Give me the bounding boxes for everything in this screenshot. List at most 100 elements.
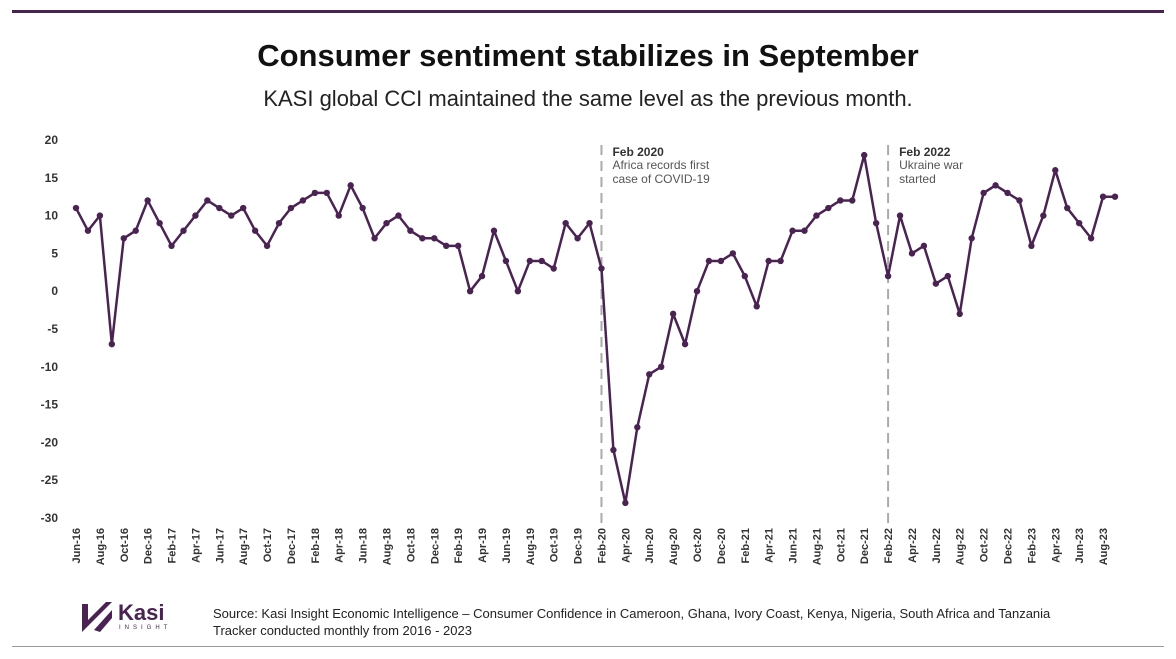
data-point — [837, 197, 844, 204]
x-tick-label: Aug-21 — [811, 528, 823, 565]
x-tick-label: Jun-20 — [644, 528, 656, 563]
data-point — [669, 310, 677, 318]
data-point — [204, 197, 211, 204]
annotation-text: Ukraine war — [899, 158, 963, 172]
x-tick-label: Jun-16 — [71, 528, 83, 563]
data-point — [646, 371, 653, 378]
data-point — [347, 182, 354, 189]
data-point — [228, 212, 235, 219]
annotation-heading: Feb 2022 — [899, 145, 951, 159]
data-point — [717, 257, 725, 265]
data-point — [908, 250, 916, 257]
data-point — [896, 212, 904, 219]
data-point — [801, 227, 808, 234]
data-point — [980, 189, 987, 197]
data-point — [956, 310, 963, 318]
data-point — [419, 235, 426, 242]
logo-subtext: INSIGHT — [119, 625, 172, 631]
data-point — [1087, 235, 1095, 242]
data-point — [454, 242, 462, 250]
x-tick-label: Feb-21 — [740, 528, 752, 563]
logo-wordmark: Kasi — [118, 600, 165, 625]
data-point — [144, 197, 151, 204]
x-tick-label: Apr-22 — [907, 528, 919, 563]
data-point — [861, 151, 868, 159]
x-tick-label: Oct-22 — [979, 528, 991, 562]
data-point — [371, 235, 378, 242]
x-tick-label: Aug-17 — [238, 528, 250, 565]
annotation-heading: Feb 2020 — [612, 145, 664, 159]
data-point — [920, 242, 928, 250]
x-tick-label: Apr-18 — [334, 528, 346, 563]
annotation-text: started — [899, 172, 936, 186]
data-point — [657, 363, 665, 370]
data-point — [466, 288, 474, 295]
data-point — [335, 212, 342, 219]
data-point — [443, 242, 450, 250]
data-point — [777, 257, 784, 265]
data-point — [1016, 197, 1023, 204]
data-point — [478, 272, 486, 280]
data-point — [789, 227, 796, 234]
data-point — [753, 303, 760, 310]
data-point — [574, 235, 581, 242]
x-tick-label: Dec-19 — [573, 528, 585, 564]
x-tick-label: Jun-17 — [214, 528, 226, 563]
data-point — [586, 219, 593, 227]
data-point — [693, 288, 701, 295]
x-tick-label: Feb-17 — [167, 528, 179, 563]
data-point — [729, 250, 737, 257]
x-tick-label: Apr-19 — [477, 528, 489, 563]
data-point — [192, 212, 199, 219]
data-point — [407, 227, 414, 234]
top-border — [12, 10, 1164, 13]
x-tick-label: Feb-22 — [883, 528, 895, 563]
source-line-2: Tracker conducted monthly from 2016 - 20… — [213, 623, 472, 638]
x-tick-label: Dec-22 — [1003, 528, 1015, 564]
y-tick-label: -20 — [41, 435, 59, 449]
data-point — [1052, 167, 1059, 174]
x-tick-label: Jun-23 — [1074, 528, 1086, 563]
data-point — [84, 227, 92, 234]
data-point — [431, 235, 438, 242]
data-point — [180, 227, 187, 234]
x-tick-label: Apr-17 — [190, 528, 202, 563]
data-point — [1040, 212, 1047, 219]
x-tick-label: Jun-22 — [931, 528, 943, 563]
data-point — [1111, 193, 1119, 200]
y-tick-label: 5 — [51, 246, 58, 260]
data-point — [490, 227, 498, 234]
data-point — [72, 204, 80, 212]
data-point — [872, 219, 880, 227]
data-point — [287, 204, 295, 212]
data-point — [741, 272, 748, 280]
x-tick-label: Oct-18 — [405, 528, 417, 562]
x-tick-label: Apr-23 — [1050, 528, 1062, 563]
data-point — [502, 257, 510, 265]
x-tick-label: Aug-20 — [668, 528, 680, 565]
data-point — [108, 340, 116, 348]
x-tick-label: Feb-18 — [310, 528, 322, 563]
data-point — [359, 204, 366, 212]
x-tick-label: Oct-19 — [549, 528, 561, 562]
data-point — [968, 235, 975, 242]
x-tick-label: Jun-21 — [788, 528, 800, 563]
y-tick-label: 20 — [45, 133, 59, 147]
data-point — [1075, 219, 1083, 227]
y-tick-label: -30 — [41, 511, 59, 525]
y-tick-label: -10 — [41, 360, 59, 374]
x-tick-label: Dec-20 — [716, 528, 728, 564]
x-tick-label: Dec-18 — [429, 528, 441, 564]
x-tick-label: Dec-17 — [286, 528, 298, 564]
x-tick-label: Apr-20 — [620, 528, 632, 563]
x-tick-label: Dec-21 — [859, 528, 871, 564]
data-point — [538, 257, 545, 265]
annotation-text: Africa records first — [612, 158, 709, 172]
data-point — [681, 340, 689, 348]
x-tick-label: Oct-16 — [119, 528, 131, 562]
kasi-logo-icon — [82, 602, 112, 632]
data-point — [526, 257, 534, 265]
data-point — [1004, 189, 1011, 197]
x-tick-label: Oct-21 — [835, 528, 847, 562]
